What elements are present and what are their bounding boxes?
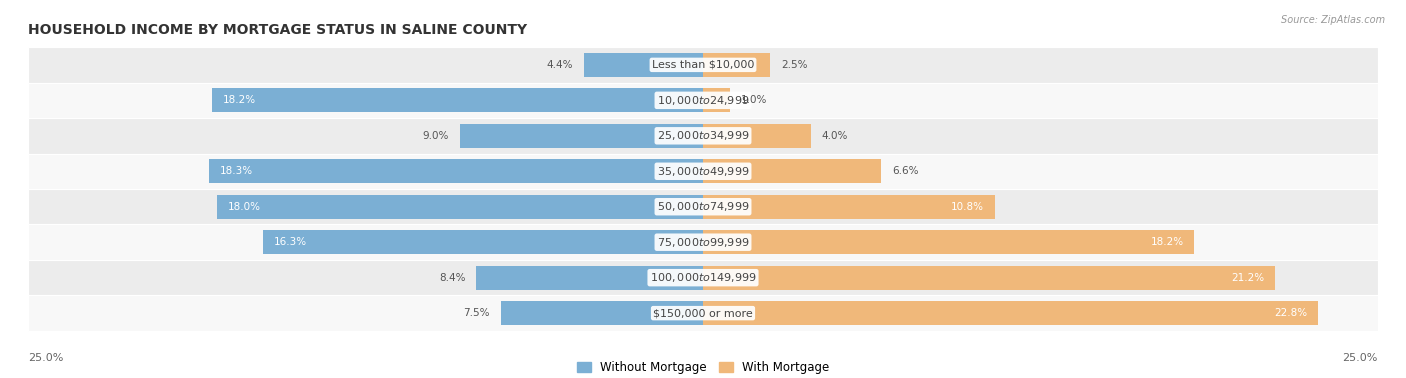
Text: 18.2%: 18.2% — [1150, 237, 1184, 247]
Text: 16.3%: 16.3% — [274, 237, 307, 247]
Text: 7.5%: 7.5% — [463, 308, 489, 318]
Bar — [28, 153, 1378, 189]
Text: 25.0%: 25.0% — [1343, 353, 1378, 363]
Bar — [703, 230, 1194, 254]
Text: $25,000 to $34,999: $25,000 to $34,999 — [657, 129, 749, 142]
Bar — [460, 124, 703, 148]
Text: 2.5%: 2.5% — [782, 60, 808, 70]
Bar — [703, 301, 1319, 325]
Bar — [28, 225, 1378, 260]
Bar — [703, 53, 770, 77]
Text: 25.0%: 25.0% — [28, 353, 63, 363]
Text: 8.4%: 8.4% — [439, 273, 465, 283]
Text: Source: ZipAtlas.com: Source: ZipAtlas.com — [1281, 15, 1385, 25]
Bar — [212, 88, 703, 112]
Text: 4.0%: 4.0% — [821, 131, 848, 141]
Text: $50,000 to $74,999: $50,000 to $74,999 — [657, 200, 749, 213]
Text: $10,000 to $24,999: $10,000 to $24,999 — [657, 94, 749, 107]
Bar — [28, 47, 1378, 83]
Text: $75,000 to $99,999: $75,000 to $99,999 — [657, 236, 749, 249]
Text: 1.0%: 1.0% — [741, 95, 768, 105]
Bar — [703, 266, 1275, 290]
Bar — [477, 266, 703, 290]
Bar — [703, 124, 811, 148]
Text: 21.2%: 21.2% — [1232, 273, 1264, 283]
Text: 18.3%: 18.3% — [219, 166, 253, 176]
Bar — [28, 295, 1378, 331]
Bar — [703, 195, 994, 219]
Text: 18.2%: 18.2% — [222, 95, 256, 105]
Text: $150,000 or more: $150,000 or more — [654, 308, 752, 318]
Text: Less than $10,000: Less than $10,000 — [652, 60, 754, 70]
Bar — [263, 230, 703, 254]
Text: 10.8%: 10.8% — [950, 202, 984, 212]
Text: HOUSEHOLD INCOME BY MORTGAGE STATUS IN SALINE COUNTY: HOUSEHOLD INCOME BY MORTGAGE STATUS IN S… — [28, 23, 527, 37]
Bar — [28, 118, 1378, 153]
Text: 22.8%: 22.8% — [1275, 308, 1308, 318]
Text: 4.4%: 4.4% — [547, 60, 574, 70]
Text: 18.0%: 18.0% — [228, 202, 262, 212]
Bar — [585, 53, 703, 77]
Bar — [501, 301, 703, 325]
Text: $100,000 to $149,999: $100,000 to $149,999 — [650, 271, 756, 284]
Text: $35,000 to $49,999: $35,000 to $49,999 — [657, 165, 749, 178]
Bar — [28, 260, 1378, 295]
Bar — [209, 159, 703, 183]
Text: 6.6%: 6.6% — [891, 166, 918, 176]
Text: 9.0%: 9.0% — [423, 131, 450, 141]
Bar — [217, 195, 703, 219]
Bar — [703, 88, 730, 112]
Bar — [28, 189, 1378, 225]
Bar — [28, 83, 1378, 118]
Bar — [703, 159, 882, 183]
Legend: Without Mortgage, With Mortgage: Without Mortgage, With Mortgage — [572, 356, 834, 378]
